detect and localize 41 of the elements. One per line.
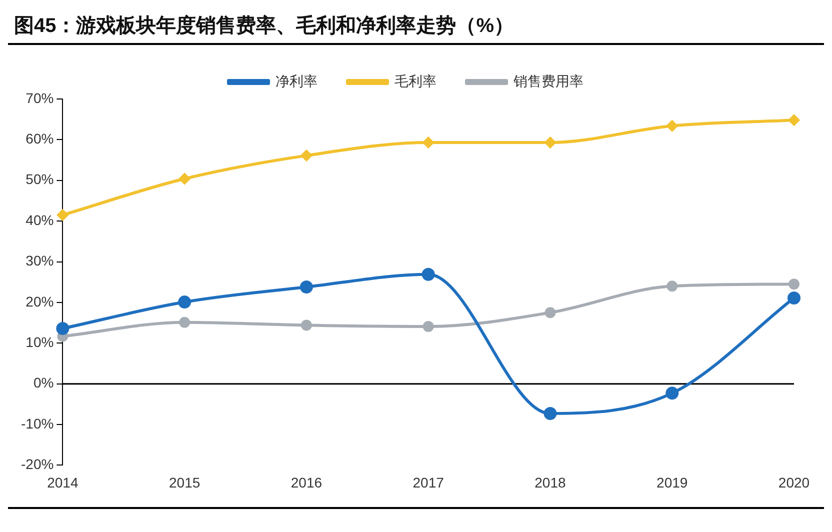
y-tick-label: 0% (33, 374, 54, 391)
y-tick-label: -20% (20, 456, 54, 472)
point (544, 137, 556, 148)
point (788, 291, 800, 304)
x-tick-label: 2015 (168, 474, 200, 490)
point (788, 114, 800, 126)
point (179, 173, 190, 184)
y-tick-label: 30% (26, 252, 54, 269)
x-tick-label: 2020 (778, 474, 810, 490)
point (666, 386, 679, 400)
legend-label: 净利率 (276, 72, 318, 89)
point (544, 407, 557, 420)
point (178, 296, 192, 309)
x-tick-label: 2018 (534, 474, 566, 490)
x-tick-label: 2016 (290, 474, 322, 490)
point (666, 280, 678, 292)
y-tick-label: 50% (26, 171, 54, 188)
point (179, 316, 190, 328)
point (422, 320, 434, 332)
point (422, 137, 434, 148)
point (56, 322, 70, 335)
x-tick-label: 2017 (412, 474, 444, 490)
x-tick-label: 2019 (656, 474, 688, 490)
point (57, 209, 68, 220)
point (788, 278, 800, 290)
point (300, 280, 313, 294)
point (300, 320, 312, 331)
point (422, 268, 435, 281)
y-tick-label: 20% (26, 293, 54, 310)
point (300, 150, 312, 162)
y-tick-label: -10% (20, 415, 54, 432)
y-tick-label: 70% (26, 90, 54, 106)
y-tick-label: 10% (26, 334, 54, 350)
point (544, 307, 556, 318)
y-tick-label: 40% (26, 212, 54, 228)
y-tick-label: 60% (26, 130, 54, 147)
legend-label: 销售费用率 (512, 72, 584, 89)
x-tick-label: 2014 (47, 474, 78, 490)
chart-title: 图45：游戏板块年度销售费率、毛利和净利率走势（%） (8, 8, 824, 45)
point (666, 120, 678, 132)
legend-label: 毛利率 (394, 72, 436, 89)
